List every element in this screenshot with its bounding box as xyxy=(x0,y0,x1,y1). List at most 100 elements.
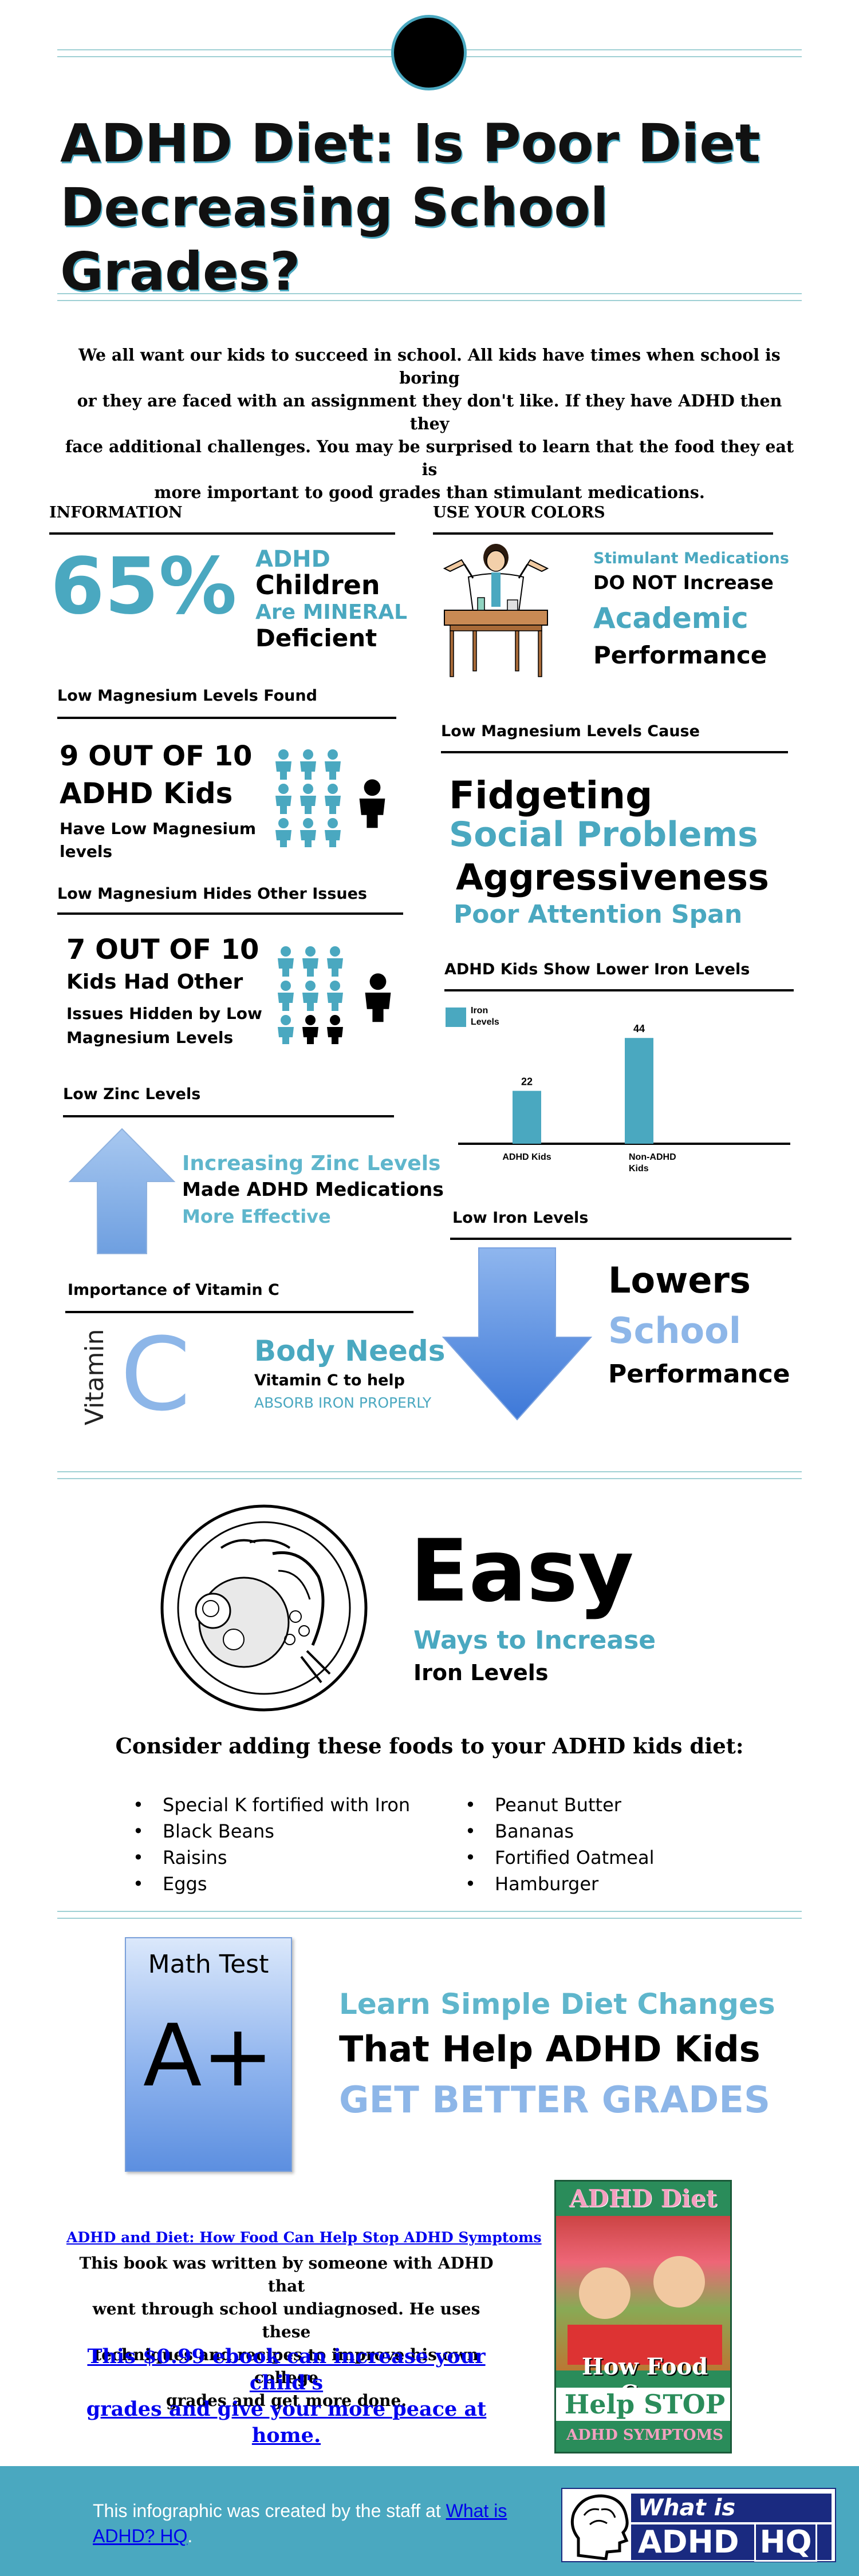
vitamin-c-letter: C xyxy=(120,1316,191,1433)
easy-label: Easy xyxy=(410,1522,634,1621)
percent-stat: 65% xyxy=(50,542,237,632)
information-heading: INFORMATION xyxy=(49,504,183,521)
ways-to-increase-label: Ways to Increase xyxy=(413,1626,656,1655)
consider-foods-text: Consider adding these foods to your ADHD… xyxy=(115,1733,744,1759)
chart-rule xyxy=(444,989,794,991)
chart-title: ADHD Kids Show Lower Iron Levels xyxy=(444,961,750,978)
stimulant-label: Stimulant Medications xyxy=(593,550,789,567)
iron-levels-label: Iron Levels xyxy=(413,1660,549,1685)
legend-swatch xyxy=(446,1008,466,1027)
logo-hq: HQ xyxy=(754,2522,817,2562)
header-circle xyxy=(391,15,467,90)
footer-period: . xyxy=(187,2526,193,2546)
cover-child-1 xyxy=(579,2267,631,2319)
cover-photo xyxy=(556,2216,730,2370)
magnesium-cause-rule xyxy=(441,751,788,753)
footer-link-what-is[interactable]: What is xyxy=(446,2500,507,2521)
foods-bottom-line-2 xyxy=(57,1918,802,1919)
bar-value-label: 22 xyxy=(521,1076,533,1088)
book-description: This book was written by someone with AD… xyxy=(66,2252,506,2412)
food-item: Hamburger xyxy=(465,1871,654,1897)
information-rule xyxy=(49,532,395,535)
zinc-heading: Low Zinc Levels xyxy=(63,1085,201,1103)
title-line-1: ADHD Diet: Is Poor Diet xyxy=(60,113,761,174)
page-title: ADHD Diet: Is Poor Diet Decreasing Schoo… xyxy=(60,112,859,304)
title-line-2: Decreasing School Grades? xyxy=(60,177,609,302)
lowers-label: Lowers xyxy=(608,1259,751,1301)
school-label: School xyxy=(608,1310,741,1352)
book-line-1: This book was written by someone with AD… xyxy=(79,2254,494,2296)
footer-logo[interactable]: What is ADHD HQ xyxy=(561,2488,836,2562)
magnesium-levels-line: Magnesium Levels xyxy=(66,1028,234,1047)
cover-child-2 xyxy=(653,2256,705,2308)
better-grades-label: GET BETTER GRADES xyxy=(339,2079,771,2121)
social-problems-label: Social Problems xyxy=(449,815,758,855)
easy-top-line-2 xyxy=(57,1478,802,1479)
offer-line-1[interactable]: This $0.99 ebook can increase your child… xyxy=(87,2345,486,2395)
vitamin-vertical-label: Vitamin xyxy=(80,1329,109,1425)
food-item: Raisins xyxy=(133,1844,410,1871)
made-adhd-label: Made ADHD Medications xyxy=(182,1178,444,1200)
food-item: Black Beans xyxy=(133,1818,410,1844)
bar-1 xyxy=(513,1091,541,1144)
up-arrow-icon xyxy=(68,1128,176,1254)
issues-hidden-text: Issues Hidden by Low Magnesium Levels xyxy=(66,1002,262,1050)
mineral-label: Are MINERAL xyxy=(255,600,408,624)
category-label: Non-ADHD Kids xyxy=(629,1152,676,1174)
vitamin-c-rule xyxy=(65,1311,413,1313)
more-effective-label: More Effective xyxy=(182,1206,331,1227)
cover-symptoms: ADHD SYMPTOMS xyxy=(566,2427,724,2444)
book-line-2: went through school undiagnosed. He uses… xyxy=(92,2300,480,2341)
have-low-line: Have Low Magnesium xyxy=(60,819,257,838)
book-link[interactable]: ADHD and Diet: How Food Can Help Stop AD… xyxy=(66,2229,542,2246)
logo-what-is: What is xyxy=(631,2494,832,2522)
intro-line-2: or they are faced with an assignment the… xyxy=(77,391,782,433)
iron-performance-label: Performance xyxy=(608,1360,790,1389)
academic-label: Academic xyxy=(593,602,748,635)
logo-adhd: ADHD xyxy=(638,2524,739,2560)
title-bottom-line-1 xyxy=(57,293,802,294)
body-needs-label: Body Needs xyxy=(254,1334,446,1368)
colors-rule xyxy=(433,532,773,535)
poor-attention-label: Poor Attention Span xyxy=(454,900,743,929)
grade-label: A+ xyxy=(143,2006,274,2106)
absorb-iron-label: ABSORB IRON PROPERLY xyxy=(254,1394,432,1411)
head-profile-icon xyxy=(570,2494,629,2560)
title-bottom-line-2 xyxy=(57,300,802,301)
intro-line-1: We all want our kids to succeed in schoo… xyxy=(78,345,781,388)
footer-credit: This infographic was created by the staf… xyxy=(93,2498,545,2549)
vitamin-c-heading: Importance of Vitamin C xyxy=(68,1281,279,1299)
bar-2 xyxy=(625,1038,653,1144)
cover-cart xyxy=(568,2325,722,2365)
zinc-rule xyxy=(63,1115,394,1117)
footer-link-adhd-hq[interactable]: ADHD? HQ xyxy=(93,2526,188,2546)
legend-label: Iron Levels xyxy=(471,1006,499,1027)
intro-text: We all want our kids to succeed in schoo… xyxy=(57,343,802,504)
magnesium-hides-rule xyxy=(57,912,403,915)
food-plate-icon xyxy=(160,1504,368,1712)
offer-line-2[interactable]: grades and give your more peace at home. xyxy=(86,2397,487,2447)
footer: This infographic was created by the staf… xyxy=(0,2466,859,2576)
book-line-3: techniques and recipes to improve his ow… xyxy=(94,2345,479,2387)
performance-label: Performance xyxy=(593,641,767,669)
footer-created-text: This infographic was created by the staf… xyxy=(93,2500,441,2521)
nine-of-ten-stat: 9 OUT OF 10 xyxy=(60,740,253,772)
that-help-label: That Help ADHD Kids xyxy=(339,2028,761,2070)
iron-heading: Low Iron Levels xyxy=(452,1209,589,1227)
bar-value-label: 44 xyxy=(633,1023,645,1034)
cover-help-stop: Help STOP xyxy=(556,2388,730,2421)
seven-of-ten-people-icon xyxy=(278,946,391,1044)
ebook-offer-link[interactable]: This $0.99 ebook can increase your child… xyxy=(66,2344,506,2449)
teacher-icon xyxy=(443,544,549,677)
magnesium-hides-heading: Low Magnesium Hides Other Issues xyxy=(57,885,367,903)
food-item: Peanut Butter xyxy=(465,1792,654,1818)
vitamin-to-help-label: Vitamin C to help xyxy=(254,1372,405,1389)
book-cover[interactable]: ADHD Diet How Food Can Help STOP ADHD SY… xyxy=(554,2180,732,2453)
category-label: ADHD Kids xyxy=(502,1152,551,1162)
intro-line-4: more important to good grades than stimu… xyxy=(154,483,705,502)
increasing-zinc-label: Increasing Zinc Levels xyxy=(182,1152,441,1175)
nine-of-ten-people-icon xyxy=(275,749,385,847)
deficient-label: Deficient xyxy=(255,624,377,652)
cover-title: ADHD Diet xyxy=(556,2182,730,2216)
do-not-label: DO NOT Increase xyxy=(593,571,774,594)
